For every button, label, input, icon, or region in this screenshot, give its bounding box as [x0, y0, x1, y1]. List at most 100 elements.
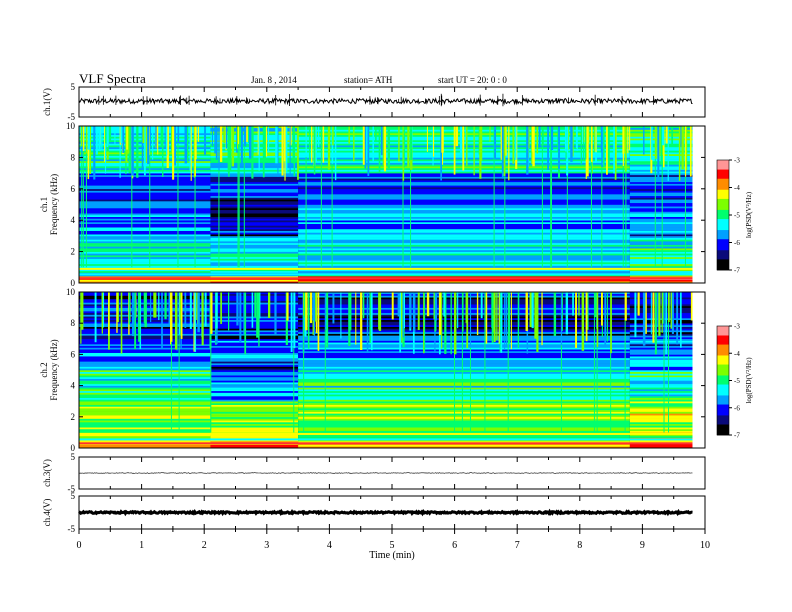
sferic-streak [661, 126, 665, 146]
band-cell [79, 209, 211, 212]
band-cell [298, 279, 630, 282]
band-cell [79, 335, 211, 338]
sferic-streak [313, 126, 316, 175]
band-cell [79, 262, 211, 265]
colorbar-step [717, 218, 729, 221]
band-cell [298, 416, 630, 419]
time-axis: 0 1 2 3 4 5 6 7 8 9 10 Time (min) [77, 529, 710, 561]
band-cell [210, 207, 299, 211]
colorbar-step [717, 396, 729, 400]
band-cell [210, 162, 299, 165]
sferic-streak [607, 126, 610, 158]
band-cell [629, 354, 693, 357]
band-cell [629, 390, 693, 393]
sferic-streak [290, 292, 293, 352]
band-cell [298, 430, 630, 433]
band-cell [79, 435, 211, 438]
sferic-streak [560, 331, 562, 433]
sferic-streak [403, 126, 405, 168]
band-cell [298, 394, 630, 397]
sferic-streak [642, 292, 646, 346]
band-cell [629, 371, 693, 374]
band-cell [629, 376, 693, 379]
colorbar-step [717, 342, 729, 345]
band-cell [629, 281, 693, 284]
sferic-streak [126, 126, 128, 150]
band-cell [298, 323, 630, 326]
colorbar-step [717, 262, 729, 265]
band-cell [298, 385, 630, 388]
band-cell [210, 216, 299, 219]
sferic-streak [307, 292, 310, 349]
band-cell [629, 319, 693, 322]
band-cell [210, 220, 299, 223]
band-cell [210, 415, 299, 418]
sferic-streak [332, 292, 335, 324]
colorbar-step [717, 415, 729, 418]
sferic-streak [596, 292, 599, 347]
band-cell [210, 169, 299, 172]
band-cell [210, 390, 299, 393]
band-cell [298, 340, 630, 343]
emission-line [79, 438, 693, 441]
colorbar-step [717, 362, 729, 365]
colorbar-step [717, 400, 729, 403]
sferic-streak [292, 126, 295, 164]
band-cell [210, 173, 299, 176]
sferic-streak [538, 126, 541, 148]
band-cell [298, 195, 630, 198]
sferic-streak [575, 292, 577, 348]
band-cell [298, 298, 630, 301]
sferic-streak [243, 292, 245, 335]
band-cell [210, 399, 299, 402]
sferic-streak [670, 292, 673, 329]
band-cell [629, 399, 693, 402]
band-cell [298, 262, 630, 265]
sferic-streak [426, 126, 428, 152]
band-cell [210, 223, 299, 226]
band-cell [79, 246, 211, 249]
sferic-streak [603, 126, 605, 168]
sferic-streak [143, 292, 146, 323]
band-cell [210, 420, 299, 423]
colorbar-step [717, 191, 729, 194]
sferic-streak [257, 126, 259, 155]
colorbar-tick-label: -7 [734, 267, 740, 275]
sferic-streak [350, 292, 352, 331]
band-cell [298, 399, 630, 402]
y-axis-label: ch.4(V) [42, 499, 52, 527]
sferic-streak [644, 292, 647, 334]
sferic-streak [678, 126, 681, 181]
band-cell [298, 352, 630, 355]
sferic-streak [661, 151, 663, 268]
colorbar-step [717, 369, 729, 372]
band-cell [210, 126, 299, 129]
sferic-streak [305, 126, 307, 157]
band-cell [629, 413, 693, 416]
colorbar-step [717, 373, 729, 376]
colorbar-step [717, 331, 729, 334]
band-cell [629, 181, 693, 184]
sferic-streak [172, 126, 175, 180]
sferic-streak [369, 292, 372, 343]
band-cell [210, 323, 299, 326]
band-cell [210, 354, 299, 357]
sferic-streak [173, 126, 177, 166]
band-cell [629, 324, 693, 327]
colorbar-step [717, 187, 729, 190]
colorbar-step [717, 183, 729, 187]
band-cell [210, 160, 299, 163]
colorbar-step [717, 433, 729, 436]
band-cell [79, 195, 211, 198]
band-cell [629, 237, 693, 240]
colorbar-step [717, 405, 729, 409]
band-cell [210, 242, 299, 245]
sferic-streak [661, 292, 664, 324]
spectrogram-ch1: 0 2 4 6 8 10 ch.1 Frequency (kHz) [39, 121, 706, 288]
band-cell [629, 331, 693, 334]
band-cell [79, 204, 211, 207]
band-cell [629, 160, 693, 163]
band-cell [298, 441, 630, 444]
sferic-streak [600, 292, 603, 326]
sferic-streak [504, 155, 506, 268]
